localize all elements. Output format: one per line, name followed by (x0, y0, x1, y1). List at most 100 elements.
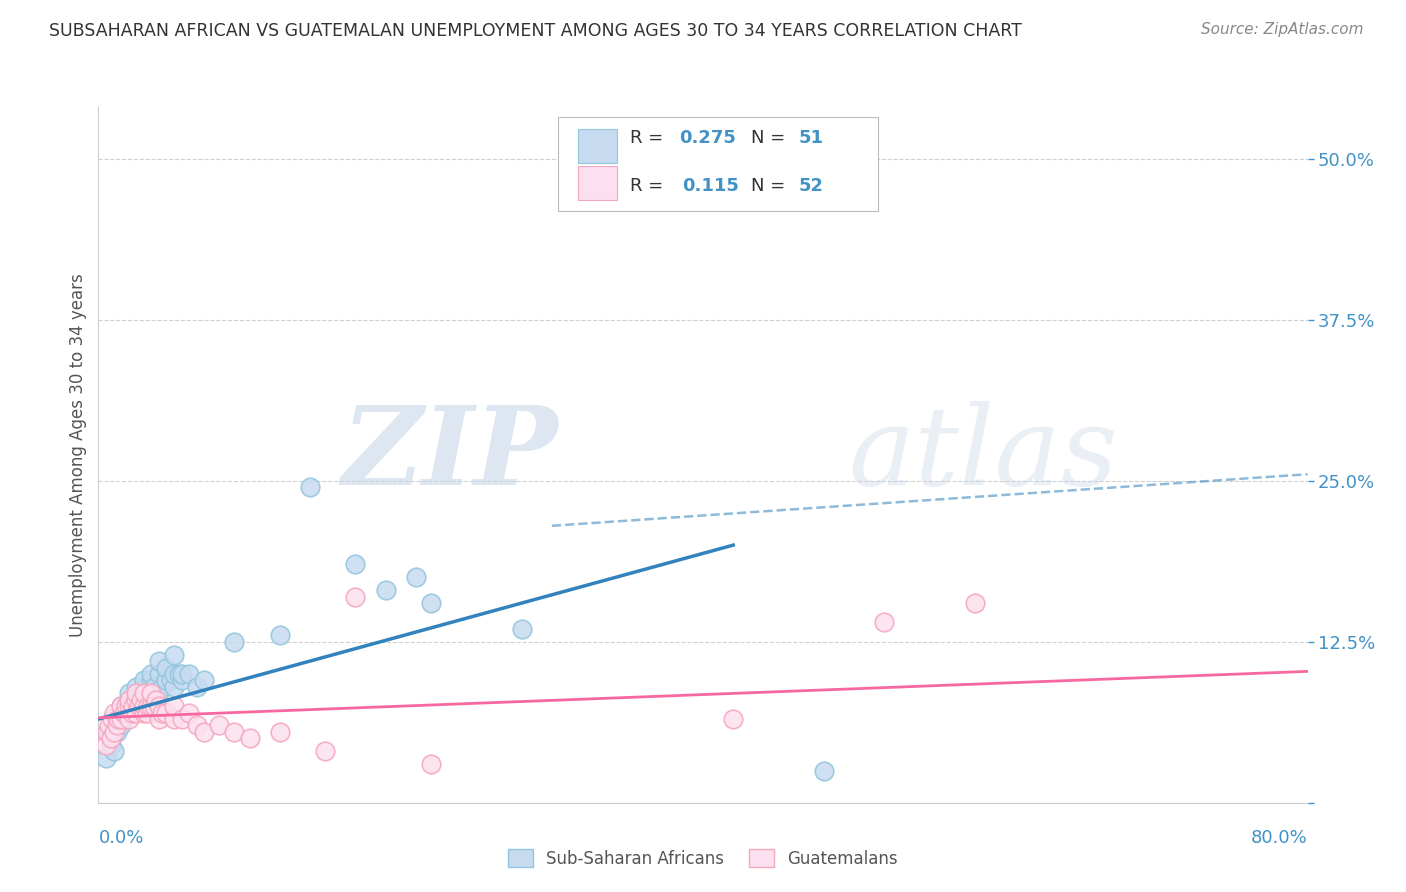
Point (141, 673, 163, 688)
Text: atlas: atlas (848, 401, 1118, 508)
Point (103, 744, 125, 758)
Point (121, 706, 143, 720)
Point (143, 680, 166, 694)
Point (145, 692, 167, 706)
Point (170, 667, 193, 681)
Point (122, 699, 145, 714)
Point (167, 667, 190, 681)
Point (314, 744, 336, 758)
Point (101, 712, 124, 726)
Point (813, 764, 835, 778)
Point (510, 622, 533, 636)
Point (148, 686, 170, 700)
Point (132, 706, 155, 720)
Point (299, 480, 322, 494)
Text: 51: 51 (799, 128, 824, 146)
Point (118, 692, 141, 706)
Point (98, 725, 121, 739)
FancyBboxPatch shape (578, 166, 617, 200)
Text: R =: R = (630, 178, 675, 195)
Point (148, 667, 170, 681)
Point (118, 706, 141, 720)
Point (110, 712, 132, 726)
Point (125, 680, 148, 694)
Point (110, 699, 132, 714)
Point (148, 712, 170, 726)
Point (103, 706, 125, 720)
Text: ZIP: ZIP (342, 401, 558, 508)
Point (114, 699, 136, 714)
Point (98, 718, 121, 732)
Point (239, 731, 262, 746)
Point (170, 712, 193, 726)
Point (112, 712, 135, 726)
Point (150, 706, 173, 720)
Point (155, 660, 177, 674)
Point (141, 667, 163, 681)
Point (193, 725, 215, 739)
Point (118, 692, 141, 706)
Point (136, 692, 159, 706)
Point (132, 680, 155, 694)
Point (148, 654, 170, 668)
Point (136, 699, 159, 714)
Point (170, 673, 193, 688)
Point (179, 667, 201, 681)
Point (107, 712, 129, 726)
Point (135, 706, 157, 720)
Point (160, 673, 183, 688)
FancyBboxPatch shape (558, 118, 879, 211)
Point (118, 686, 141, 700)
Point (150, 680, 173, 694)
Point (132, 699, 155, 714)
FancyBboxPatch shape (578, 129, 617, 162)
Point (186, 680, 208, 694)
Point (344, 590, 367, 604)
Point (179, 706, 201, 720)
Point (186, 718, 208, 732)
Point (105, 725, 128, 739)
Point (125, 686, 148, 700)
Point (141, 686, 163, 700)
Point (125, 706, 148, 720)
Point (129, 686, 152, 700)
Point (344, 558, 367, 572)
Text: Source: ZipAtlas.com: Source: ZipAtlas.com (1201, 22, 1364, 37)
Text: 0.0%: 0.0% (98, 829, 143, 847)
Point (94, 738, 117, 752)
Point (132, 699, 155, 714)
Text: 0.115: 0.115 (682, 178, 740, 195)
Text: 52: 52 (799, 178, 824, 195)
Point (141, 699, 163, 714)
Text: 0.275: 0.275 (679, 128, 735, 146)
Point (965, 596, 987, 610)
Point (269, 628, 291, 642)
Point (132, 686, 155, 700)
Text: 80.0%: 80.0% (1251, 829, 1308, 847)
Point (163, 667, 186, 681)
Point (118, 712, 141, 726)
Point (101, 718, 124, 732)
Point (374, 583, 396, 598)
Point (96, 725, 118, 739)
Point (163, 699, 186, 714)
Point (118, 699, 141, 714)
Point (135, 686, 157, 700)
Legend: Sub-Saharan Africans, Guatemalans: Sub-Saharan Africans, Guatemalans (501, 842, 905, 874)
Point (129, 692, 152, 706)
Point (163, 680, 186, 694)
Point (224, 725, 246, 739)
Point (193, 673, 215, 688)
Y-axis label: Unemployment Among Ages 30 to 34 years: Unemployment Among Ages 30 to 34 years (69, 273, 87, 637)
Point (224, 634, 246, 648)
Point (110, 699, 132, 714)
Text: N =: N = (751, 178, 792, 195)
Text: R =: R = (630, 128, 669, 146)
Point (420, 757, 443, 772)
Text: N =: N = (751, 128, 792, 146)
Point (723, 712, 745, 726)
Point (100, 738, 122, 752)
Point (269, 725, 291, 739)
Point (155, 706, 177, 720)
Point (103, 725, 125, 739)
